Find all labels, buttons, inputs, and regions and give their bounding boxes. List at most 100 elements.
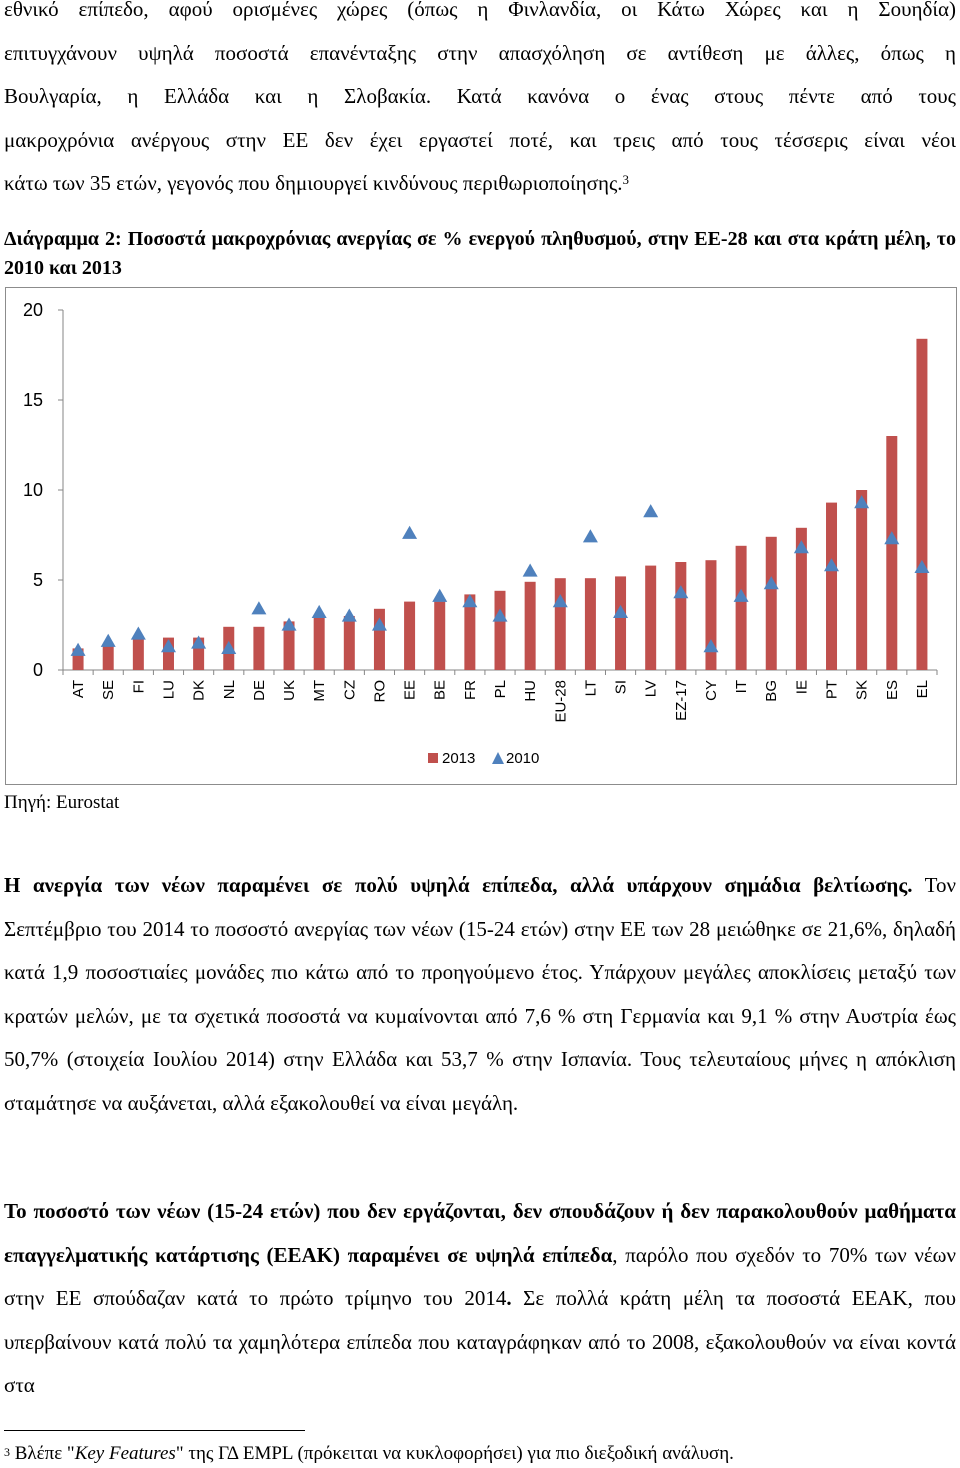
marker-2010 (733, 588, 749, 602)
footnote-divider (4, 1430, 305, 1431)
intro-line: Βουλγαρία, η Ελλάδα και η Σλοβακία. Κατά… (4, 84, 956, 109)
marker-2010 (552, 594, 568, 608)
footnote-text: Βλέπε " (10, 1443, 75, 1464)
category-label: UK (281, 680, 298, 701)
category-label: PL (492, 680, 509, 698)
marker-2010 (371, 617, 387, 631)
bar-2013 (434, 601, 446, 670)
bar-2013 (856, 490, 868, 670)
marker-2010 (281, 617, 297, 631)
marker-2010 (854, 495, 870, 509)
bar-chart: 0 5 10 15 20 AT SE FI LU DK NL DE UK MT CZ RO EE BE FR PL HU… (23, 300, 938, 767)
marker-2010 (793, 540, 809, 554)
intro-line: επιτυγχάνουν υψηλά ποσοστά επανένταξης σ… (4, 40, 956, 65)
category-label: SE (100, 680, 117, 700)
category-label: EE (402, 680, 419, 700)
y-tick-label: 5 (33, 570, 43, 590)
bar-2013 (916, 338, 928, 670)
footnote-ref[interactable]: 3 (622, 172, 630, 188)
bar-2013 (494, 590, 506, 670)
marker-2010 (914, 559, 930, 574)
figure-caption: Διάγραμμα 2: Ποσοστά μακροχρόνιας ανεργί… (4, 228, 956, 279)
bar-2013 (132, 637, 144, 670)
marker-2010 (582, 529, 598, 543)
marker-2010 (613, 604, 629, 619)
category-label: BE (432, 680, 449, 700)
marker-2010 (432, 588, 448, 602)
bar-2013 (554, 578, 566, 670)
intro-line: εθνικό επίπεδο, αφού ορισμένες χώρες (όπ… (4, 0, 956, 21)
marker-2010 (402, 525, 418, 539)
neet-text: , παρόλο που σχεδόν το 70% των νέων στην… (4, 1242, 957, 1311)
bar-2013 (615, 576, 627, 670)
category-label: EU-28 (552, 680, 569, 723)
marker-2010 (341, 608, 357, 622)
marker-2010 (160, 639, 176, 653)
legend-label: 2010 (506, 750, 539, 767)
category-label: EL (914, 680, 931, 698)
category-label: DE (251, 680, 268, 701)
category-label: LV (643, 680, 660, 697)
youth-text: Τον Σεπτέμβριο του 2014 το ποσοστό ανεργ… (4, 873, 957, 1115)
category-label: SI (613, 680, 630, 694)
marker-2010 (492, 608, 508, 622)
category-label: PT (824, 680, 841, 699)
marker-2010 (824, 558, 840, 572)
neet-period: . (506, 1286, 512, 1311)
bar-2013 (283, 621, 295, 670)
neet-text-2: Σε πολλά κράτη μέλη τα ποσοστά ΕΕΑΚ, που… (4, 1286, 956, 1398)
legend-label: 2013 (442, 750, 475, 767)
neet-paragraph: Το ποσοστό των νέων (15-24 ετών) που δεν… (4, 1190, 956, 1408)
category-label: HU (522, 680, 539, 702)
bar-2013 (72, 648, 84, 670)
category-label: CY (703, 680, 720, 701)
y-tick-label: 0 (33, 660, 43, 680)
bar-2013 (193, 637, 205, 670)
bar-2013 (735, 545, 747, 670)
category-label: MT (311, 680, 328, 702)
legend-swatch-2013 (428, 753, 438, 763)
intro-line: μακροχρόνια ανέργους στην ΕΕ δεν έχει ερ… (4, 127, 956, 152)
bar-2013 (313, 616, 325, 670)
y-tick-label: 15 (23, 390, 43, 410)
bar-2013 (795, 527, 807, 670)
marker-2010 (130, 626, 146, 640)
bar-2013 (404, 601, 416, 670)
bar-2013 (705, 560, 717, 670)
category-label: LT (582, 680, 599, 696)
category-label: IE (793, 680, 810, 694)
chart-container: 0 5 10 15 20 AT SE FI LU DK NL DE UK MT CZ RO EE BE FR PL HU… (5, 287, 957, 785)
category-label: ES (884, 680, 901, 700)
bar-2013 (826, 502, 838, 670)
bar-2013 (524, 581, 536, 670)
category-label: CZ (341, 680, 358, 700)
bar-2013 (675, 562, 687, 670)
category-label: FI (130, 680, 147, 693)
category-label: EZ-17 (673, 680, 690, 721)
bar-2013 (584, 578, 596, 670)
category-label: DK (191, 680, 208, 701)
footnote-text-end: " της ΓΔ EMPL (πρόκειται να κυκλοφορήσει… (175, 1443, 734, 1464)
youth-heading: Η ανεργία των νέων παραμένει σε πολύ υψη… (4, 873, 913, 897)
category-label: AT (70, 680, 87, 698)
bar-2013 (373, 608, 385, 670)
y-tick-label: 20 (23, 300, 43, 320)
footnote-number: 3 (4, 1445, 10, 1459)
marker-2010 (703, 639, 719, 653)
footnote-italic: Key Features (74, 1443, 176, 1464)
youth-paragraph: Η ανεργία των νέων παραμένει σε πολύ υψη… (4, 864, 956, 1126)
marker-2010 (311, 604, 327, 619)
category-label: FR (462, 680, 479, 700)
marker-2010 (191, 635, 207, 649)
marker-2010 (673, 585, 689, 599)
neet-heading: Το ποσοστό των νέων (15-24 ετών) που δεν… (4, 1199, 956, 1267)
source-note: Πηγή: Eurostat (4, 792, 120, 813)
category-label: RO (371, 680, 388, 703)
footnote: 3 Βλέπε "Key Features" της ΓΔ EMPL (πρόκ… (4, 1442, 734, 1466)
category-label: BG (763, 680, 780, 702)
category-label: SK (854, 680, 871, 700)
category-label: IT (733, 680, 750, 693)
y-tick-label: 10 (23, 480, 43, 500)
marker-2010 (522, 563, 538, 577)
marker-2010 (763, 576, 779, 590)
